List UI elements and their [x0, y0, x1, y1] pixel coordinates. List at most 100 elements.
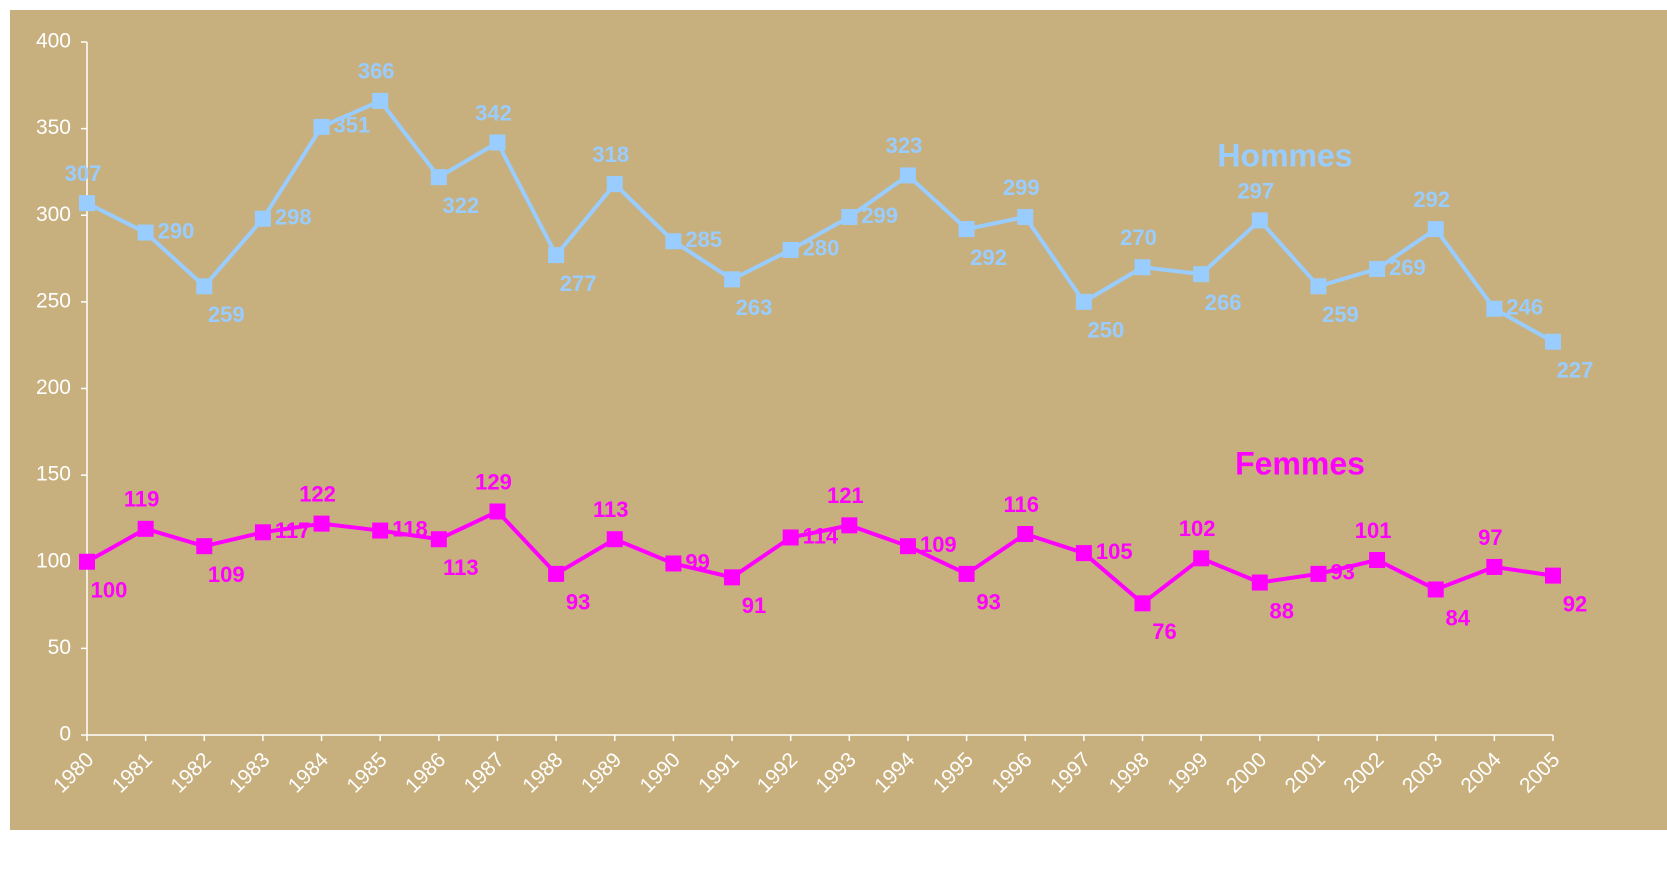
data-label: 259	[1322, 302, 1359, 327]
y-tick-label: 50	[48, 636, 71, 659]
marker	[254, 210, 271, 227]
data-label: 100	[91, 578, 128, 603]
data-label: 114	[803, 523, 839, 548]
marker	[724, 271, 741, 288]
marker	[1017, 526, 1034, 543]
data-label: 269	[1389, 255, 1426, 280]
series-line	[86, 509, 1554, 606]
data-label: 299	[1003, 175, 1040, 200]
data-label: 92	[1563, 591, 1587, 616]
marker	[665, 233, 682, 250]
data-label: 259	[208, 302, 245, 327]
marker	[1545, 567, 1561, 584]
marker	[1310, 278, 1327, 295]
marker	[137, 520, 154, 537]
data-label: 307	[65, 161, 102, 186]
marker	[137, 224, 154, 241]
data-label: 97	[1478, 525, 1502, 550]
data-label: 227	[1557, 358, 1594, 383]
marker	[548, 247, 565, 264]
data-label: 101	[1355, 518, 1392, 543]
data-label: 105	[1096, 539, 1133, 564]
data-label: 129	[475, 469, 512, 494]
marker	[548, 565, 565, 582]
marker	[782, 529, 799, 546]
marker	[1486, 558, 1503, 575]
data-label: 118	[392, 516, 428, 541]
marker	[899, 538, 916, 555]
y-tick-label: 100	[36, 549, 71, 572]
data-label: 292	[1413, 187, 1450, 212]
marker	[1134, 595, 1151, 612]
data-label: 266	[1205, 290, 1242, 315]
marker	[1427, 221, 1444, 238]
marker	[1075, 545, 1092, 562]
marker	[899, 167, 916, 184]
data-label: 113	[593, 497, 629, 522]
marker	[1369, 552, 1386, 569]
marker	[79, 553, 95, 570]
marker	[430, 169, 447, 186]
data-label: 109	[208, 562, 245, 587]
series-line	[86, 98, 1554, 344]
data-label: 122	[299, 481, 336, 506]
marker	[1251, 212, 1268, 229]
data-label: 91	[742, 593, 766, 618]
marker	[724, 569, 741, 586]
marker	[313, 118, 330, 135]
marker	[841, 517, 858, 534]
data-label: 99	[685, 549, 709, 574]
y-tick-label: 150	[36, 463, 71, 486]
data-label: 93	[1330, 560, 1354, 585]
data-label: 121	[827, 483, 864, 508]
marker	[606, 531, 623, 548]
data-label: 102	[1179, 516, 1216, 541]
data-label: 263	[736, 295, 773, 320]
y-tick-label: 300	[36, 203, 71, 226]
marker	[665, 555, 682, 572]
y-tick-label: 250	[36, 289, 71, 312]
data-label: 119	[124, 487, 160, 512]
data-label: 290	[158, 218, 195, 243]
data-label: 93	[566, 590, 590, 615]
data-label: 109	[920, 532, 957, 557]
marker	[79, 195, 95, 212]
y-tick-label: 0	[59, 723, 71, 746]
marker	[1369, 260, 1386, 277]
marker	[372, 92, 389, 109]
y-tick-label: 200	[36, 376, 71, 399]
marker	[372, 522, 389, 539]
data-label: 117	[275, 518, 311, 543]
data-label: 285	[685, 227, 722, 252]
data-label: 250	[1088, 318, 1125, 343]
data-label: 323	[886, 133, 923, 158]
marker	[841, 208, 858, 225]
marker	[1134, 259, 1151, 276]
marker	[1075, 293, 1092, 310]
marker	[606, 176, 623, 193]
y-tick-label: 400	[36, 30, 71, 53]
data-label: 88	[1270, 598, 1294, 623]
marker	[1427, 581, 1444, 598]
data-label: 292	[970, 245, 1007, 270]
marker	[196, 538, 213, 555]
series-name: Femmes	[1235, 445, 1365, 481]
data-label: 277	[560, 271, 597, 296]
marker	[313, 515, 330, 532]
marker	[1310, 565, 1327, 582]
data-label: 298	[275, 205, 312, 230]
marker	[254, 524, 271, 541]
marker	[489, 134, 506, 151]
data-label: 366	[358, 59, 395, 84]
marker	[1251, 574, 1268, 591]
data-label: 351	[334, 113, 371, 138]
chart-background	[10, 10, 1667, 830]
data-label: 76	[1152, 619, 1176, 644]
data-label: 84	[1445, 605, 1470, 630]
marker	[430, 531, 447, 548]
marker	[489, 503, 506, 520]
marker	[1193, 266, 1210, 283]
marker	[1486, 300, 1503, 317]
marker	[196, 278, 213, 295]
data-label: 322	[442, 193, 479, 218]
